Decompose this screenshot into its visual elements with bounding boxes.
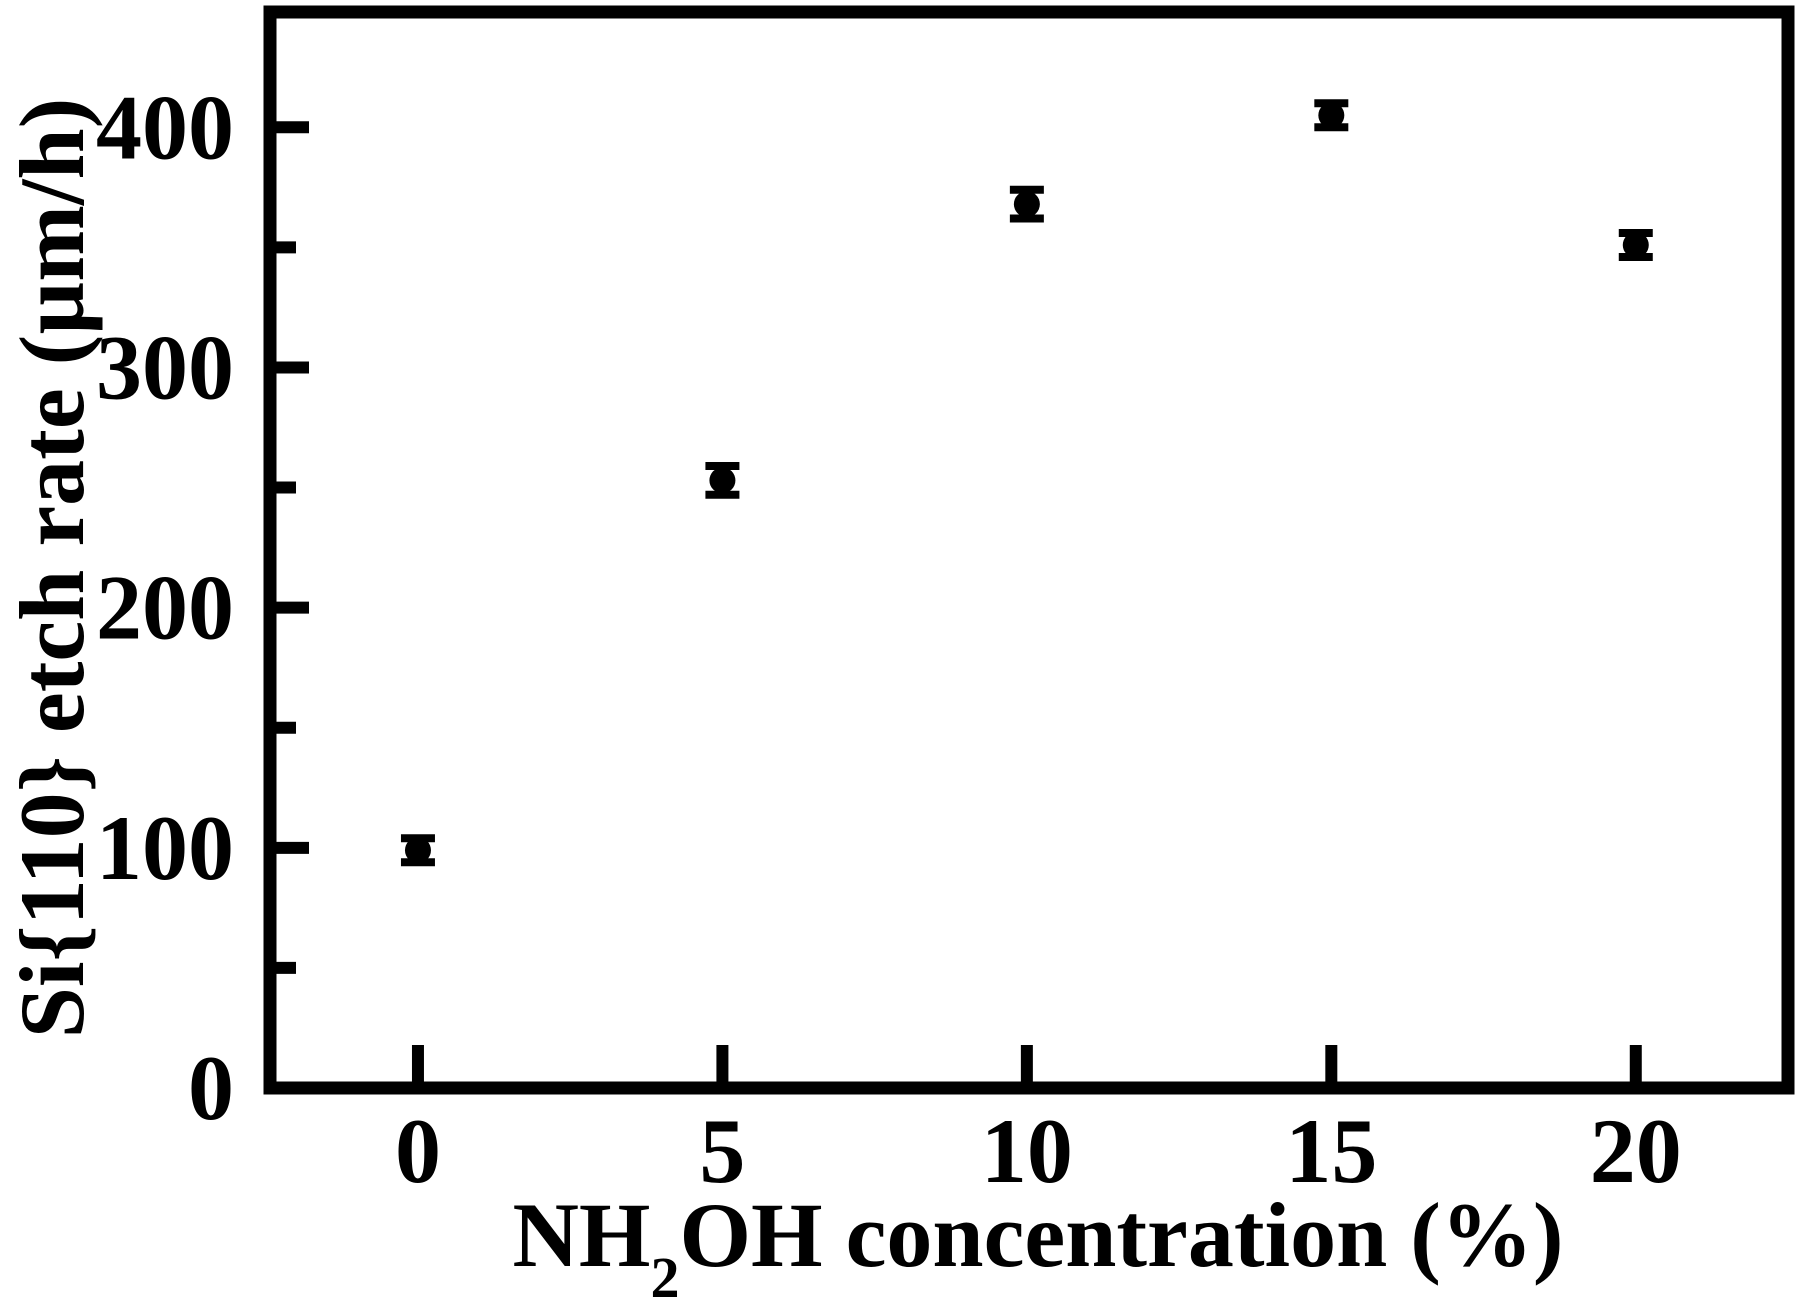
x-axis-title-prefix: NH	[512, 1184, 650, 1286]
x-tick-label-5: 5	[699, 1100, 745, 1202]
y-tick-label-300: 300	[96, 316, 234, 418]
data-point-x0	[404, 837, 431, 864]
y-tick-label-0: 0	[188, 1037, 234, 1139]
y-axis-title: Si{110} etch rate (µm/h)	[1, 98, 103, 1039]
y-tick-label-400: 400	[96, 76, 234, 178]
y-tick-label-100: 100	[96, 797, 234, 899]
x-axis-title-subscript: 2	[650, 1245, 679, 1304]
plot-frame	[263, 5, 1795, 1095]
x-axis-title-suffix: OH concentration (%)	[679, 1184, 1563, 1286]
x-tick-label-20: 20	[1590, 1100, 1682, 1202]
y-tick-label-200: 200	[96, 557, 234, 659]
x-tick-label-15: 15	[1285, 1100, 1377, 1202]
x-tick-label-0: 0	[395, 1100, 441, 1202]
data-point-x20	[1622, 231, 1649, 258]
data-point-x5	[709, 467, 736, 494]
x-tick-label-10: 10	[981, 1100, 1073, 1202]
data-point-x10	[1013, 191, 1040, 218]
x-axis-title: NH2OH concentration (%)	[512, 1184, 1563, 1304]
chart-root: 0 100 200 300 400 0 5 10 15 20 NH2OH concentration…	[1, 5, 1795, 1304]
data-point-x15	[1318, 102, 1345, 129]
series-si-110-etch-rate	[400, 99, 1653, 867]
